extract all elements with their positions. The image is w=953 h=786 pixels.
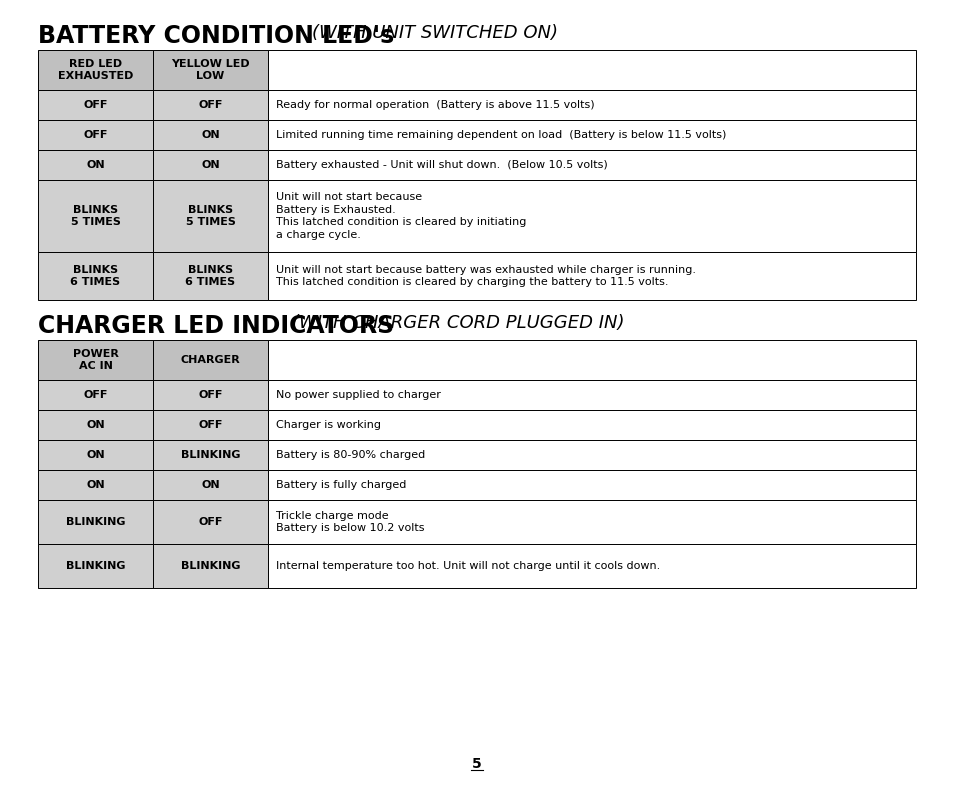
Text: BLINKING: BLINKING	[66, 517, 125, 527]
Text: CHARGER LED INDICATORS: CHARGER LED INDICATORS	[38, 314, 394, 338]
Bar	[268, 150, 915, 180]
Text: BLINKING: BLINKING	[180, 561, 240, 571]
Text: BATTERY CONDITION LED's: BATTERY CONDITION LED's	[38, 24, 394, 48]
Text: This latched condition is cleared by initiating: This latched condition is cleared by ini…	[275, 217, 526, 227]
Bar	[268, 252, 915, 300]
Bar	[38, 150, 152, 180]
Text: Limited running time remaining dependent on load  (Battery is below 11.5 volts): Limited running time remaining dependent…	[275, 130, 725, 140]
Text: OFF: OFF	[198, 517, 222, 527]
Text: ON: ON	[201, 480, 219, 490]
Bar	[152, 410, 268, 440]
Text: OFF: OFF	[198, 390, 222, 400]
Text: Trickle charge mode: Trickle charge mode	[275, 511, 388, 521]
Bar	[38, 180, 152, 252]
Bar	[38, 252, 152, 300]
Text: ON: ON	[201, 160, 219, 170]
Bar	[38, 544, 152, 588]
Bar	[152, 150, 268, 180]
Text: OFF: OFF	[83, 390, 108, 400]
Text: POWER
AC IN: POWER AC IN	[72, 349, 118, 371]
Text: Battery is 80-90% charged: Battery is 80-90% charged	[275, 450, 425, 460]
Bar	[268, 440, 915, 470]
Text: ON: ON	[86, 420, 105, 430]
Text: Charger is working: Charger is working	[275, 420, 380, 430]
Text: BLINKS
6 TIMES: BLINKS 6 TIMES	[71, 265, 120, 287]
Bar	[152, 470, 268, 500]
Bar	[152, 252, 268, 300]
Bar	[38, 380, 152, 410]
Text: OFF: OFF	[83, 130, 108, 140]
Text: BLINKS
5 TIMES: BLINKS 5 TIMES	[186, 205, 235, 227]
Text: BLINKING: BLINKING	[180, 450, 240, 460]
Bar	[38, 470, 152, 500]
Bar	[268, 340, 915, 380]
Text: (WITH CHARGER CORD PLUGGED IN): (WITH CHARGER CORD PLUGGED IN)	[292, 314, 624, 332]
Text: Battery is Exhausted.: Battery is Exhausted.	[275, 205, 395, 215]
Text: This latched condition is cleared by charging the battery to 11.5 volts.: This latched condition is cleared by cha…	[275, 277, 668, 287]
Text: Battery is below 10.2 volts: Battery is below 10.2 volts	[275, 523, 424, 533]
Bar	[268, 500, 915, 544]
Text: a charge cycle.: a charge cycle.	[275, 230, 360, 240]
Bar	[152, 50, 268, 90]
Text: Battery exhausted - Unit will shut down.  (Below 10.5 volts): Battery exhausted - Unit will shut down.…	[275, 160, 607, 170]
Bar	[268, 470, 915, 500]
Text: ON: ON	[86, 160, 105, 170]
Text: BLINKING: BLINKING	[66, 561, 125, 571]
Bar	[152, 440, 268, 470]
Text: Internal temperature too hot. Unit will not charge until it cools down.: Internal temperature too hot. Unit will …	[275, 561, 659, 571]
Bar	[38, 500, 152, 544]
Bar	[152, 180, 268, 252]
Text: Battery is fully charged: Battery is fully charged	[275, 480, 406, 490]
Bar	[268, 380, 915, 410]
Bar	[268, 50, 915, 90]
Text: 5: 5	[472, 757, 481, 771]
Text: YELLOW LED
LOW: YELLOW LED LOW	[171, 59, 250, 81]
Text: BLINKS
6 TIMES: BLINKS 6 TIMES	[185, 265, 235, 287]
Bar	[152, 90, 268, 120]
Bar	[268, 544, 915, 588]
Text: Unit will not start because: Unit will not start because	[275, 193, 421, 203]
Bar	[268, 120, 915, 150]
Text: No power supplied to charger: No power supplied to charger	[275, 390, 440, 400]
Bar	[268, 180, 915, 252]
Bar	[38, 50, 152, 90]
Text: Unit will not start because battery was exhausted while charger is running.: Unit will not start because battery was …	[275, 265, 696, 275]
Bar	[152, 120, 268, 150]
Text: ON: ON	[86, 480, 105, 490]
Text: OFF: OFF	[198, 420, 222, 430]
Bar	[38, 410, 152, 440]
Bar	[38, 340, 152, 380]
Text: ON: ON	[201, 130, 219, 140]
Bar	[268, 410, 915, 440]
Text: BLINKS
5 TIMES: BLINKS 5 TIMES	[71, 205, 120, 227]
Bar	[38, 90, 152, 120]
Text: Ready for normal operation  (Battery is above 11.5 volts): Ready for normal operation (Battery is a…	[275, 100, 594, 110]
Bar	[38, 440, 152, 470]
Text: CHARGER: CHARGER	[180, 355, 240, 365]
Text: OFF: OFF	[198, 100, 222, 110]
Bar	[268, 90, 915, 120]
Bar	[152, 340, 268, 380]
Text: OFF: OFF	[83, 100, 108, 110]
Bar	[152, 380, 268, 410]
Bar	[38, 120, 152, 150]
Text: ON: ON	[86, 450, 105, 460]
Bar	[152, 544, 268, 588]
Bar	[152, 500, 268, 544]
Text: (WITH UNIT SWITCHED ON): (WITH UNIT SWITCHED ON)	[312, 24, 558, 42]
Text: RED LED
EXHAUSTED: RED LED EXHAUSTED	[58, 59, 133, 81]
